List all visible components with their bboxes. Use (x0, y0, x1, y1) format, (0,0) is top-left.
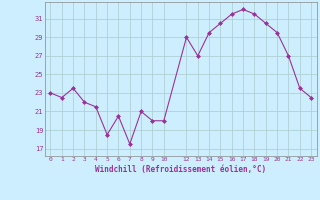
X-axis label: Windchill (Refroidissement éolien,°C): Windchill (Refroidissement éolien,°C) (95, 165, 266, 174)
